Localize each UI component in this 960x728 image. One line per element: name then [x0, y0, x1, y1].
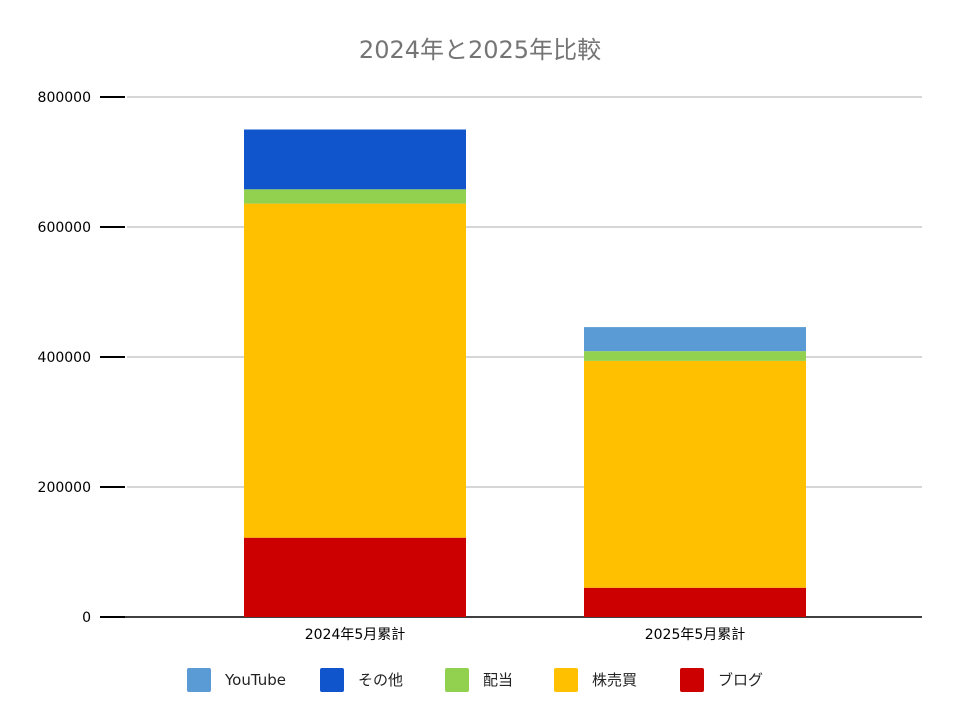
legend-label: 株売買: [592, 671, 637, 689]
legend-swatch: [554, 668, 578, 692]
y-tick-label: 400000: [38, 350, 91, 366]
legend-label: その他: [358, 671, 403, 689]
legend-label: YouTube: [224, 671, 286, 689]
bars: [244, 129, 806, 617]
legend-swatch: [680, 668, 704, 692]
x-axis: 2024年5月累計 2025年5月累計: [305, 627, 746, 643]
chart-title: 2024年と2025年比較: [359, 36, 601, 64]
legend: YouTube その他 配当 株売買 ブログ: [187, 668, 763, 692]
legend-label: 配当: [483, 671, 513, 689]
bar-segment: [584, 327, 806, 352]
x-tick-label: 2025年5月累計: [645, 627, 746, 643]
y-tick-label: 200000: [38, 480, 91, 496]
x-tick-label: 2024年5月累計: [305, 627, 406, 643]
y-tick-label: 0: [82, 610, 91, 626]
bar-segment: [244, 537, 466, 617]
bar-segment: [584, 351, 806, 361]
y-tick-label: 800000: [38, 90, 91, 106]
bar-segment: [584, 587, 806, 617]
y-tick-label: 600000: [38, 220, 91, 236]
bar-segment: [584, 360, 806, 588]
legend-swatch: [445, 668, 469, 692]
bar-segment: [244, 189, 466, 204]
legend-swatch: [187, 668, 211, 692]
bar-segment: [244, 203, 466, 538]
legend-swatch: [320, 668, 344, 692]
legend-label: ブログ: [718, 671, 763, 689]
bar-segment: [244, 129, 466, 190]
